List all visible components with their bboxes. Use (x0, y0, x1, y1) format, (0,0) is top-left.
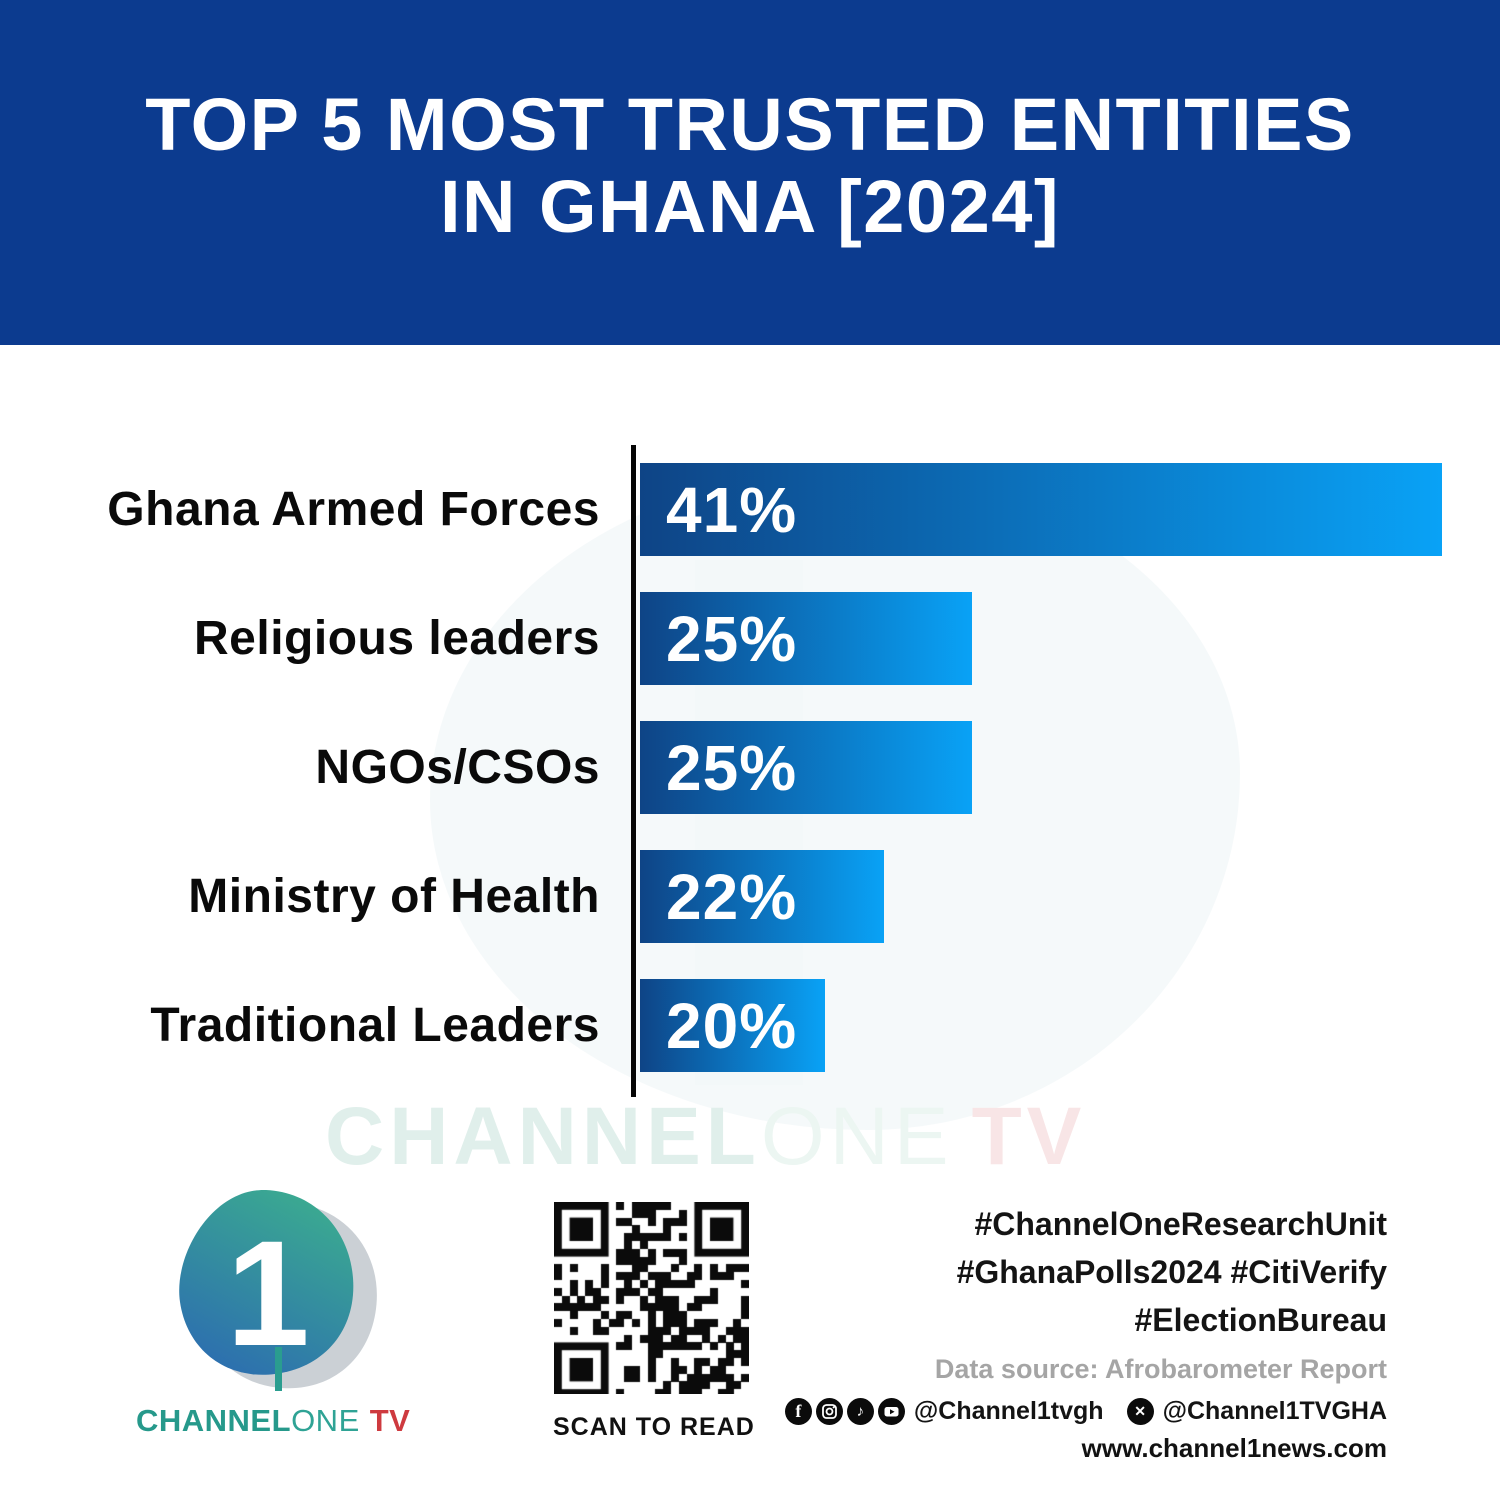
footer-right-column: #ChannelOneResearchUnit #GhanaPolls2024 … (784, 1200, 1387, 1464)
chart-row: Traditional Leaders 20% (0, 979, 1500, 1072)
bar-value-label: 22% (666, 860, 798, 933)
category-label: Traditional Leaders (150, 999, 600, 1052)
chart-axis-line (631, 445, 636, 1097)
hashtag-line-1: #ChannelOneResearchUnit (974, 1206, 1387, 1242)
bar: 25% (640, 721, 972, 814)
watermark-channel: CHANNEL (325, 1091, 761, 1182)
social-handle-2: @Channel1TVGHA (1162, 1397, 1387, 1425)
category-label: NGOs/CSOs (315, 741, 600, 794)
qr-code (553, 1202, 749, 1394)
category-label: Ghana Armed Forces (107, 483, 600, 536)
logo-numeral-1: 1 (226, 1209, 309, 1377)
logo-pebble (179, 1189, 354, 1375)
hashtag-line-3: #ElectionBureau (1134, 1302, 1387, 1338)
watermark-tv: TV (971, 1091, 1087, 1182)
logo-numeral-tail (275, 1347, 282, 1391)
social-row: f ♪ @Channel1tvgh ✕ @Channel1TVGHA (784, 1397, 1387, 1426)
channel-one-logo-icon: 1 (179, 1189, 377, 1391)
bar: 22% (640, 850, 884, 943)
bar: 41% (640, 463, 1442, 556)
page-title-line-2: IN GHANA [2024] (439, 165, 1061, 248)
x-twitter-icon: ✕ (1126, 1398, 1154, 1425)
data-source-label: Data source: Afrobarometer Report (934, 1354, 1387, 1384)
logo-wordmark-one: ONE (291, 1403, 360, 1438)
chart-row: Ghana Armed Forces 41% (0, 463, 1500, 556)
channel-one-logo: 1 CHANNELONE TV (136, 1184, 410, 1439)
youtube-icon (877, 1398, 905, 1425)
instagram-icon (815, 1398, 843, 1425)
category-label: Ministry of Health (188, 870, 600, 923)
bar-value-label: 25% (666, 731, 798, 804)
tiktok-icon: ♪ (846, 1398, 874, 1425)
chart-row: NGOs/CSOs 25% (0, 721, 1500, 814)
facebook-icon: f (784, 1398, 812, 1425)
watermark-text: CHANNELONE TV (325, 1096, 1086, 1178)
logo-wordmark-channel: CHANNEL (136, 1403, 292, 1438)
category-label: Religious leaders (194, 612, 600, 665)
bar-value-label: 25% (666, 602, 798, 675)
website-url: www.channel1news.com (1081, 1433, 1387, 1463)
bar-value-label: 41% (666, 473, 798, 546)
bar: 25% (640, 592, 972, 685)
qr-caption: SCAN TO READ (553, 1413, 755, 1441)
hashtag-line-2: #GhanaPolls2024 #CitiVerify (956, 1254, 1387, 1290)
social-handle-1: @Channel1tvgh (913, 1397, 1104, 1425)
bar-chart: Ghana Armed Forces 41% Religious leaders 25… (0, 445, 1500, 1110)
social-icons: f ♪ (784, 1398, 905, 1425)
logo-wordmark-tv: TV (369, 1403, 411, 1438)
chart-row: Ministry of Health 22% (0, 850, 1500, 943)
hashtags-block: #ChannelOneResearchUnit #GhanaPolls2024 … (827, 1200, 1387, 1344)
bar: 20% (640, 979, 825, 1072)
watermark-one: ONE (760, 1091, 954, 1182)
bar-value-label: 20% (666, 989, 798, 1062)
page-title-line-1: TOP 5 MOST TRUSTED ENTITIES (145, 83, 1355, 166)
qr-block: SCAN TO READ (553, 1202, 755, 1442)
chart-row: Religious leaders 25% (0, 592, 1500, 685)
logo-wordmark: CHANNELONE TV (136, 1403, 410, 1439)
header-banner: TOP 5 MOST TRUSTED ENTITIES IN GHANA [20… (0, 0, 1500, 345)
